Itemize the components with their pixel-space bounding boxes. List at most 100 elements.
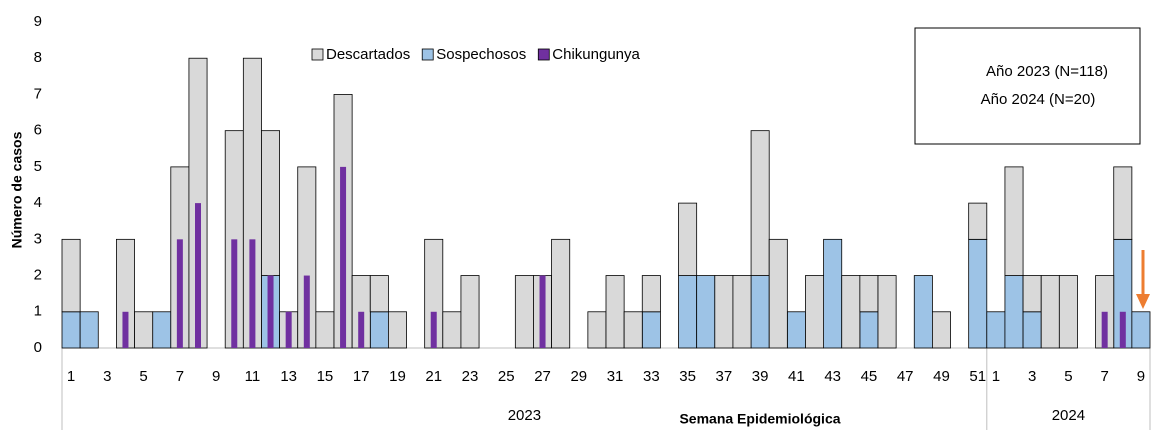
bar-segment (986, 311, 1006, 349)
bar-segment (61, 311, 81, 349)
bar-overlay (285, 311, 292, 348)
x-tick-label: 9 (1137, 368, 1145, 385)
x-tick-label: 5 (1064, 368, 1072, 385)
bar-segment (369, 275, 389, 313)
bar-segment (678, 275, 698, 349)
bar-segment (387, 311, 407, 349)
bar-segment (1113, 166, 1133, 240)
bar-segment (1131, 311, 1151, 349)
x-tick-label: 19 (389, 368, 406, 385)
bar-segment (750, 130, 770, 276)
bar-segment (152, 311, 172, 349)
x-tick-label: 31 (607, 368, 624, 385)
bar-segment (678, 202, 698, 276)
annotation: Año 2023 (N=118) (986, 63, 1108, 80)
annotation: Año 2024 (N=20) (981, 91, 1096, 108)
x-tick-label: 1 (992, 368, 1000, 385)
bar-segment (877, 275, 897, 349)
x-tick-label: 5 (139, 368, 147, 385)
bar-segment (623, 311, 643, 349)
bar-segment (841, 275, 861, 349)
x-tick-label: 49 (933, 368, 950, 385)
bar-segment (587, 311, 607, 349)
bar-segment (61, 238, 81, 313)
x-tick-label: 39 (752, 368, 769, 385)
x-tick-label: 7 (1100, 368, 1108, 385)
x-tick-label: 45 (861, 368, 878, 385)
y-tick-label: 8 (34, 49, 42, 66)
x-tick-label: 21 (425, 368, 442, 385)
bar-segment (968, 238, 988, 349)
bar-segment (859, 275, 879, 313)
bar-overlay (249, 239, 256, 348)
legend-label: Sospechosos (436, 46, 526, 63)
y-tick-label: 7 (34, 85, 42, 102)
bar-segment (859, 311, 879, 349)
bar-segment (750, 275, 770, 349)
bar-segment (823, 238, 843, 349)
arrow-head (1136, 294, 1150, 309)
bar-segment (696, 275, 716, 349)
bar-overlay (340, 166, 347, 348)
bar-segment (1004, 275, 1024, 349)
x-tick-label: 11 (245, 368, 261, 385)
y-tick-label: 2 (34, 267, 42, 284)
bar-segment (1040, 275, 1060, 349)
bar-segment (1058, 275, 1078, 349)
x-tick-label: 37 (716, 368, 733, 385)
bar-segment (932, 311, 951, 349)
bar-segment (1004, 166, 1024, 276)
x-tick-label: 3 (1028, 368, 1036, 385)
bar-overlay (195, 203, 201, 348)
bar-segment (551, 238, 571, 349)
legend-swatch (421, 48, 434, 61)
bar-segment (786, 311, 806, 349)
bar-segment (442, 311, 462, 349)
bar-segment (605, 275, 625, 349)
x-tick-label: 35 (679, 368, 696, 385)
bar-segment (1022, 311, 1042, 349)
bar-segment (1022, 275, 1042, 313)
bar-segment (261, 130, 281, 276)
y-tick-label: 0 (34, 339, 42, 356)
x-tick-label: 47 (897, 368, 914, 385)
bar-overlay (231, 239, 238, 348)
x-tick-label: 3 (103, 368, 111, 385)
x-axis-title: Semana Epidemiológica (679, 411, 840, 427)
x-tick-label: 17 (353, 368, 370, 385)
bar-overlay (358, 311, 365, 348)
x-tick-label: 51 (969, 368, 986, 385)
y-tick-label: 3 (34, 230, 42, 247)
y-axis-title: Número de casos (9, 131, 25, 248)
legend-label: Descartados (326, 46, 410, 63)
bar-overlay (122, 311, 129, 348)
y-tick-label: 9 (34, 13, 42, 30)
bar-overlay (267, 275, 274, 348)
x-tick-label: 23 (462, 368, 479, 385)
bar-segment (315, 311, 335, 349)
x-tick-label: 15 (317, 368, 334, 385)
y-tick-label: 6 (34, 122, 42, 139)
bar-segment (968, 202, 988, 240)
bar-segment (805, 275, 825, 349)
bar-overlay (176, 239, 183, 348)
bar-segment (134, 311, 154, 349)
bar-segment (514, 275, 534, 349)
bar-segment (732, 275, 752, 349)
bar-segment (714, 275, 734, 349)
bar-segment (768, 238, 788, 349)
bar-overlay (303, 275, 310, 348)
bar-overlay (1101, 311, 1108, 348)
x-tick-label: 43 (824, 368, 841, 385)
y-tick-label: 5 (34, 158, 42, 175)
x-tick-label: 29 (570, 368, 587, 385)
bar-overlay (1119, 311, 1126, 348)
bar-segment (641, 311, 661, 349)
x-tick-label: 9 (212, 368, 220, 385)
y-tick-label: 1 (34, 303, 42, 320)
x-tick-label: 7 (176, 368, 184, 385)
x-tick-label: 41 (788, 368, 805, 385)
group-label: 2024 (1052, 407, 1085, 424)
x-tick-label: 27 (534, 368, 551, 385)
